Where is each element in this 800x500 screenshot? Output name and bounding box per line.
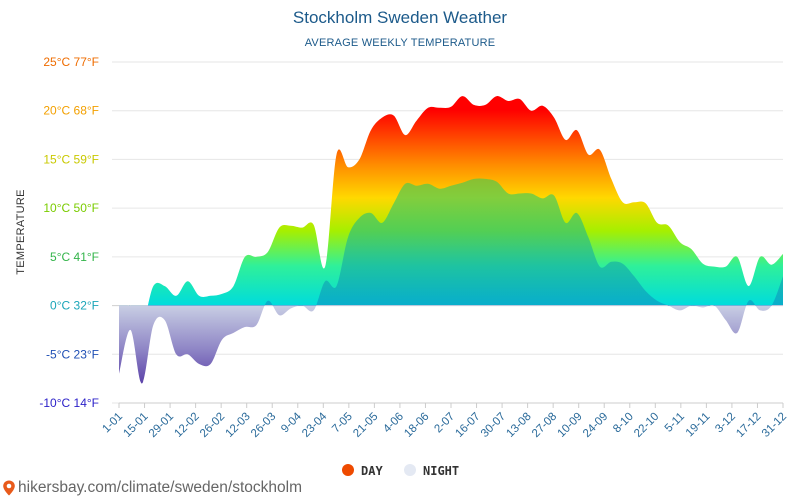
x-tick-label: 26-03 [249, 411, 278, 440]
x-tick-label: 16-07 [453, 411, 482, 440]
x-tick-label: 13-08 [504, 411, 533, 440]
x-tick-label: 22-10 [632, 411, 661, 440]
x-tick-label: 24-09 [581, 411, 610, 440]
footer-link[interactable]: hikersbay.com/climate/sweden/stockholm [2, 479, 302, 497]
y-axis-label: TEMPERATURE [15, 189, 27, 275]
footer-url[interactable]: hikersbay.com/climate/sweden/stockholm [18, 479, 302, 496]
legend: DAY NIGHT [342, 464, 459, 478]
x-tick-label: 12-03 [224, 411, 253, 440]
y-tick-label: 25°C 77°F [43, 55, 99, 69]
x-axis [118, 402, 784, 408]
x-tick-label: 23-04 [300, 410, 330, 440]
x-tick-label: 17-12 [734, 411, 763, 440]
chart-subtitle: AVERAGE WEEKLY TEMPERATURE [305, 37, 496, 49]
y-tick-label: 10°C 50°F [43, 201, 99, 215]
x-tick-label: 12-02 [172, 411, 201, 440]
legend-night-marker [404, 464, 416, 476]
y-tick-label: -5°C 23°F [46, 347, 99, 361]
x-tick-label: 30-07 [479, 411, 508, 440]
y-tick-label: 0°C 32°F [50, 299, 99, 313]
x-tick-label: 31-12 [760, 411, 789, 440]
y-tick-label: -10°C 14°F [39, 396, 99, 410]
location-pin-icon [3, 480, 15, 496]
legend-night-label: NIGHT [423, 464, 459, 478]
chart-title: Stockholm Sweden Weather [293, 8, 508, 27]
x-tick-label: 26-02 [198, 411, 227, 440]
night-area-above-zero [264, 178, 783, 305]
x-tick-label: 19-11 [684, 411, 713, 440]
y-tick-label: 15°C 59°F [43, 152, 99, 166]
y-tick-label: 5°C 41°F [50, 250, 99, 264]
legend-day-label: DAY [361, 464, 383, 478]
x-tick-label: 15-01 [121, 411, 150, 440]
x-tick-label: 18-06 [402, 411, 431, 440]
series-areas [119, 96, 783, 384]
y-axis-ticks: 25°C 77°F 20°C 68°F 15°C 59°F 10°C 50°F 5°C … [39, 55, 99, 410]
x-tick-label: 10-09 [556, 411, 585, 440]
x-tick-label: 29-01 [147, 411, 176, 440]
legend-day-marker [342, 464, 354, 476]
y-tick-label: 20°C 68°F [43, 104, 99, 118]
night-area-below-zero [119, 305, 783, 384]
x-tick-label: 21-05 [351, 411, 380, 440]
x-tick-label: 27-08 [530, 411, 559, 440]
